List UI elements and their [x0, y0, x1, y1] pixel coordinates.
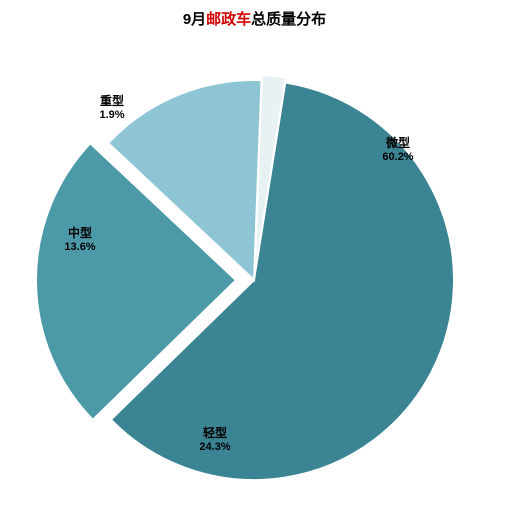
slice-label-3: 重型1.9%: [99, 95, 124, 121]
slice-label-0: 微型60.2%: [382, 137, 413, 163]
slice-label-percent: 24.3%: [199, 441, 230, 454]
slice-label-percent: 60.2%: [382, 151, 413, 164]
slice-label-name: 重型: [99, 95, 124, 109]
pie-chart-container: 9月邮政车总质量分布 微型60.2%轻型24.3%中型13.6%重型1.9%: [0, 0, 509, 510]
slice-label-name: 微型: [382, 137, 413, 151]
slice-label-name: 中型: [64, 227, 95, 241]
slice-label-percent: 13.6%: [64, 241, 95, 254]
slice-label-percent: 1.9%: [99, 109, 124, 122]
slice-label-1: 轻型24.3%: [199, 427, 230, 453]
pie-chart: [0, 0, 509, 510]
slice-label-2: 中型13.6%: [64, 227, 95, 253]
slice-label-name: 轻型: [199, 427, 230, 441]
